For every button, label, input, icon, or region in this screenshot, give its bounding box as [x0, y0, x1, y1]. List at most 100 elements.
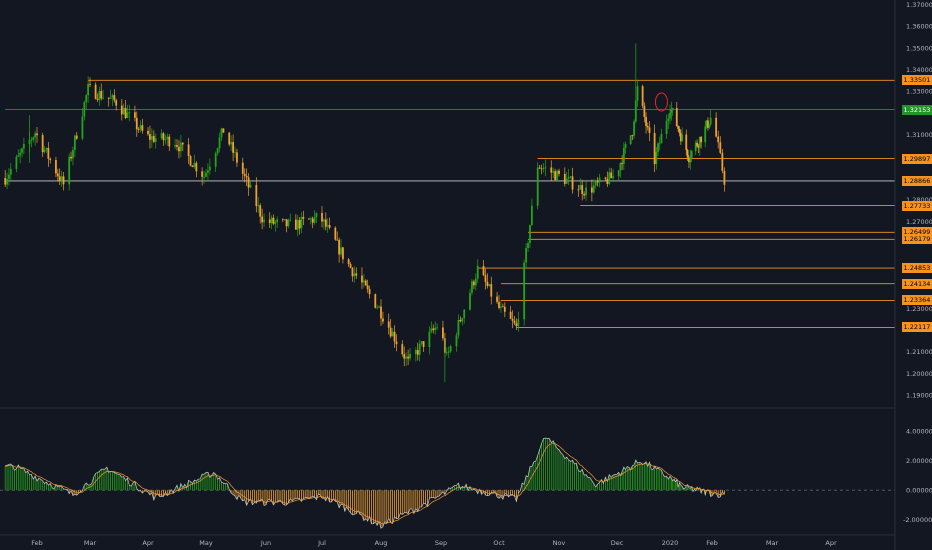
candle-body — [43, 149, 46, 153]
candle-body — [49, 158, 52, 161]
candle-body — [378, 306, 380, 308]
candle-body — [324, 219, 327, 227]
candle-body — [503, 306, 506, 312]
candle-body — [612, 176, 615, 179]
candle-body — [488, 284, 491, 286]
candle-body — [55, 160, 57, 174]
candle-body — [677, 126, 680, 129]
candle-body — [166, 136, 169, 140]
candle-body — [355, 273, 358, 276]
price-axis[interactable]: 1.37000 1.36000 1.35000 1.34000 1.33000 1.310… — [906, 1, 932, 400]
indicator-axis[interactable]: 4.00000 2.00000 0.00000 -2.00000 — [903, 428, 932, 525]
candle-body — [624, 144, 627, 148]
candle-body — [671, 108, 674, 110]
candle-body — [696, 142, 698, 146]
candle-body — [569, 176, 572, 178]
candle-body — [207, 170, 209, 173]
candle-body — [107, 97, 110, 99]
candle-body — [255, 184, 258, 207]
candle-body — [688, 157, 690, 163]
candle-body — [681, 134, 684, 142]
price-level-label: 1.33501 — [902, 75, 932, 86]
highlight-marker — [654, 92, 668, 112]
candle-body — [529, 225, 531, 243]
circle-annotation[interactable] — [654, 92, 668, 112]
price-level-label: 1.24853 — [902, 263, 932, 274]
candle-body — [115, 100, 118, 106]
candle-body — [449, 346, 452, 352]
candle-body — [236, 152, 238, 163]
candle-body — [403, 354, 406, 359]
candle-body — [328, 225, 331, 228]
price-level-label: 1.22117 — [902, 322, 932, 333]
candle-body — [486, 281, 489, 286]
candle-body — [72, 150, 74, 159]
candle-body — [401, 344, 404, 355]
candle-body — [21, 148, 23, 153]
candle-body — [655, 151, 658, 165]
candle-body — [420, 341, 423, 344]
candle-body — [285, 219, 288, 227]
indicator-tick-label: 2.00000 — [906, 457, 932, 465]
candle-body — [461, 318, 464, 322]
candle-body — [389, 327, 392, 337]
candle-body — [96, 98, 99, 100]
candle-body — [608, 172, 611, 185]
candle-body — [321, 212, 323, 222]
candle-body — [463, 309, 466, 319]
candle-body — [482, 265, 485, 276]
candle-body — [232, 142, 234, 153]
candle-body — [245, 175, 248, 178]
candle-body — [361, 275, 363, 283]
candle-body — [648, 127, 651, 134]
time-axis[interactable]: Feb Mar Apr May Jun Jul Aug Sep Oct Nov Dec 2020 Feb… — [31, 539, 837, 547]
price-level-label: 1.27733 — [902, 200, 932, 211]
candle-body — [393, 331, 396, 342]
candle-body — [513, 320, 516, 324]
candle-body — [658, 143, 661, 145]
candle-body — [189, 156, 192, 166]
candle-body — [484, 275, 487, 282]
price-tick-label: 1.35000 — [906, 44, 932, 52]
candle-body — [162, 133, 165, 141]
candle-body — [509, 311, 512, 319]
candle-body — [168, 136, 171, 147]
macd-line — [5, 437, 725, 529]
candles — [4, 43, 726, 383]
candle-body — [58, 176, 61, 182]
candle-body — [201, 171, 204, 177]
candle-body — [556, 170, 558, 180]
candle-body — [272, 217, 275, 224]
candle-body — [6, 178, 8, 185]
candle-body — [445, 352, 448, 354]
time-tick-label: Dec — [611, 539, 624, 547]
candle-body — [617, 170, 620, 177]
candle-body — [75, 135, 78, 139]
candle-body — [176, 144, 178, 147]
candle-body — [281, 219, 284, 221]
candle-body — [538, 167, 541, 169]
candle-body — [342, 247, 344, 260]
candle-body — [577, 189, 580, 191]
candle-body — [150, 135, 153, 140]
price-tick-label: 1.36000 — [906, 23, 932, 31]
candle-body — [698, 136, 701, 148]
candle-body — [315, 212, 318, 218]
candle-body — [347, 259, 350, 265]
candle-body — [234, 152, 236, 154]
price-tick-label: 1.23000 — [906, 305, 932, 313]
candle-body — [592, 185, 595, 193]
candle-body — [164, 139, 167, 141]
candle-body — [300, 216, 303, 229]
candle-body — [81, 116, 84, 139]
candle-body — [336, 239, 339, 241]
candle-body — [694, 142, 697, 152]
candle-body — [32, 137, 35, 140]
candle-body — [340, 247, 342, 255]
candle-body — [4, 178, 7, 185]
candle-body — [496, 296, 498, 302]
price-tick-label: 1.20000 — [906, 370, 932, 378]
candle-body — [60, 176, 63, 182]
price-level-label: 1.26179 — [902, 234, 932, 245]
